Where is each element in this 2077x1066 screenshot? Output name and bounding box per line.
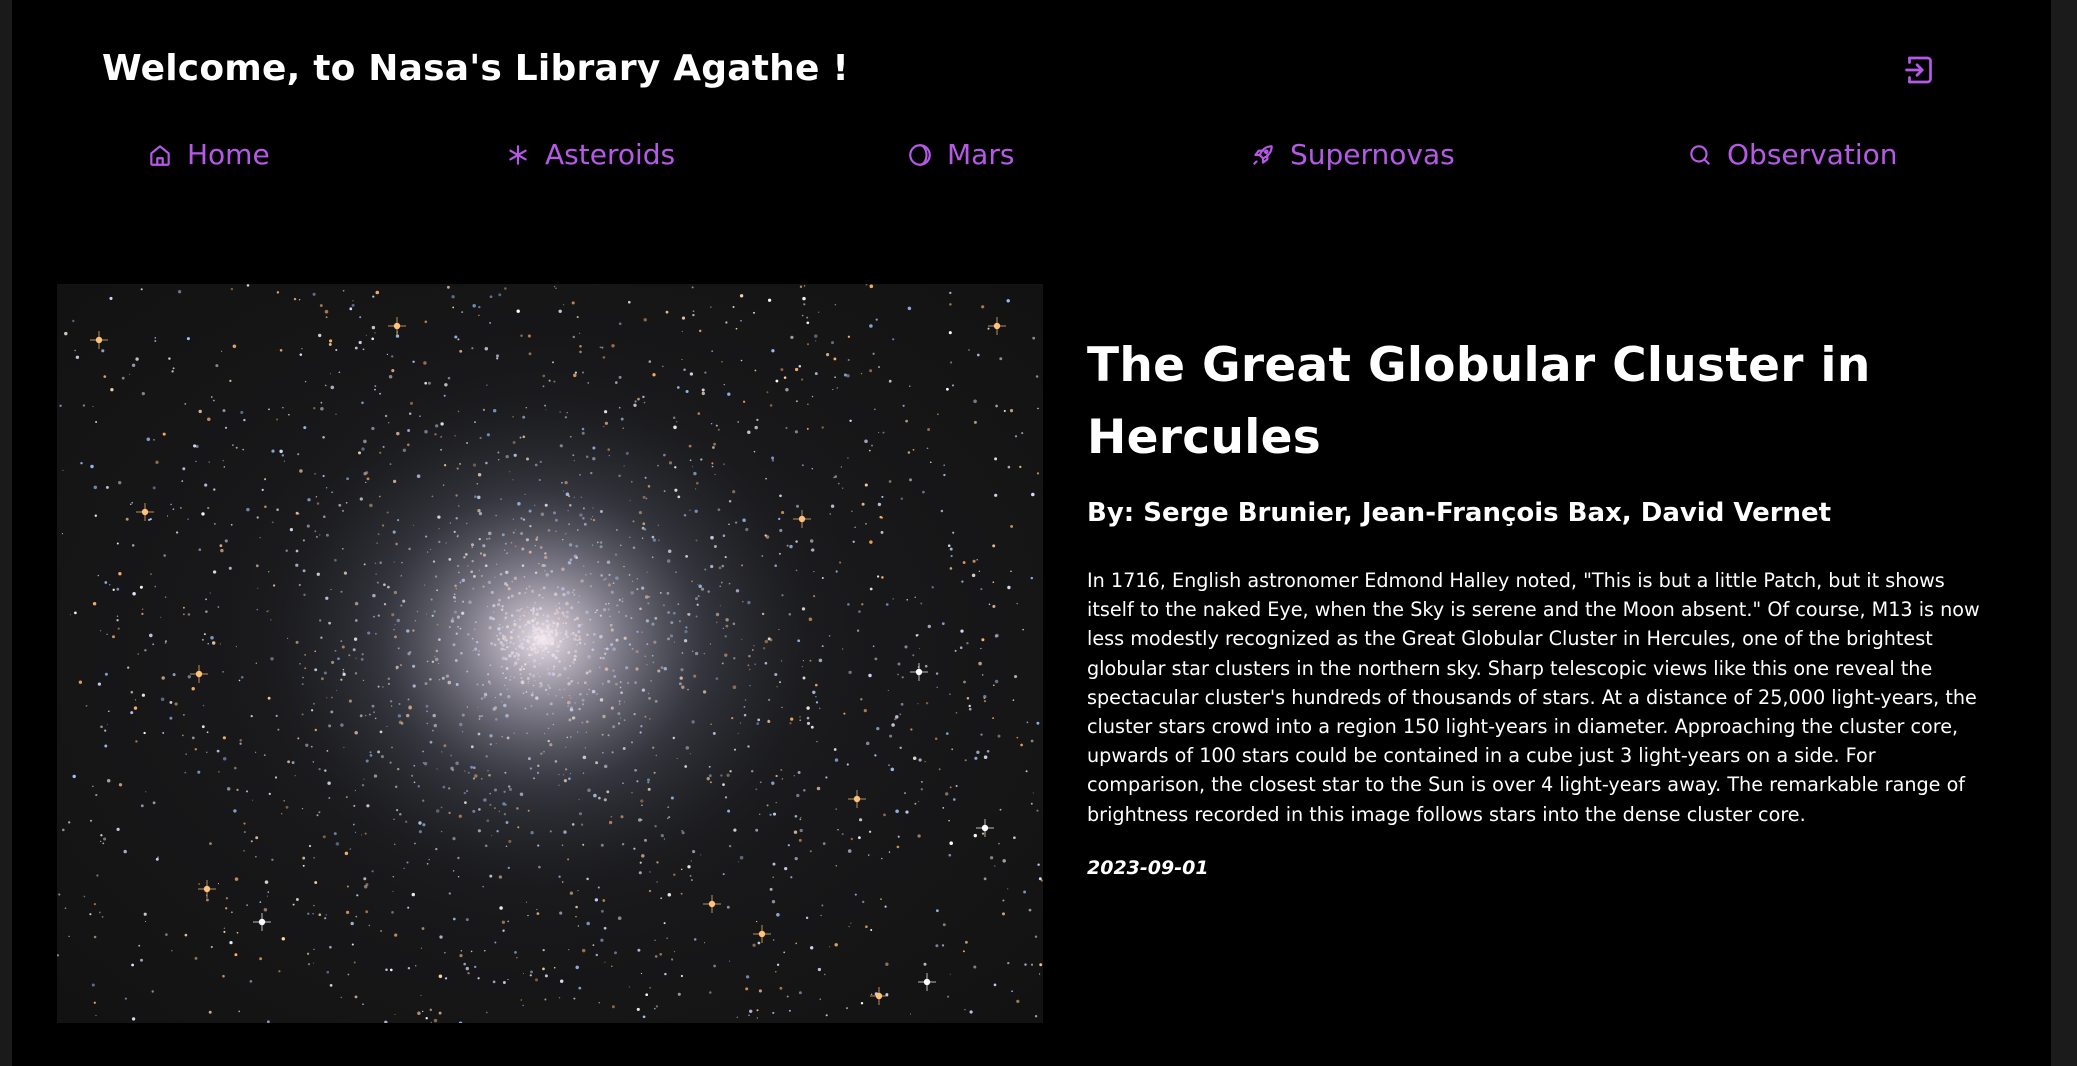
nav-item-mars[interactable]: Mars <box>907 138 1014 171</box>
nav-item-home[interactable]: Home <box>147 138 270 171</box>
nav-item-observation[interactable]: Observation <box>1687 138 1898 171</box>
nav-item-asteroids[interactable]: Asteroids <box>505 138 675 171</box>
nav-label-supernovas: Supernovas <box>1290 138 1455 171</box>
logout-button[interactable] <box>1902 52 1942 92</box>
search-icon <box>1690 144 1710 165</box>
nav-label-observation: Observation <box>1727 138 1898 171</box>
logout-icon <box>1905 56 1932 84</box>
article-panel: The Great Globular Cluster in Hercules B… <box>1087 330 1997 879</box>
apod-image <box>57 284 1043 1023</box>
nav-item-supernovas[interactable]: Supernovas <box>1250 138 1455 171</box>
nav-label-mars: Mars <box>947 138 1015 171</box>
window-edge <box>2051 0 2077 1066</box>
app-window: Welcome, to Nasa's Library Agathe ! Home… <box>12 0 2051 1066</box>
rocket-icon <box>1253 144 1273 165</box>
article-date: 2023-09-01 <box>1087 856 1209 879</box>
article-byline: By: Serge Brunier, Jean-François Bax, Da… <box>1087 498 1832 528</box>
nav-label-home: Home <box>187 138 270 171</box>
home-icon <box>150 144 170 166</box>
nav-label-asteroids: Asteroids <box>545 138 676 171</box>
moon-icon <box>909 143 931 166</box>
article-explanation: In 1716, English astronomer Edmond Halle… <box>1087 569 1980 826</box>
asterisk-icon <box>509 144 527 165</box>
main-nav: Home Asteroids Mars <box>12 138 2051 182</box>
globular-cluster-image <box>57 284 1043 1023</box>
article-title: The Great Globular Cluster in Hercules <box>1087 338 1871 465</box>
welcome-heading: Welcome, to Nasa's Library Agathe ! <box>102 48 849 89</box>
